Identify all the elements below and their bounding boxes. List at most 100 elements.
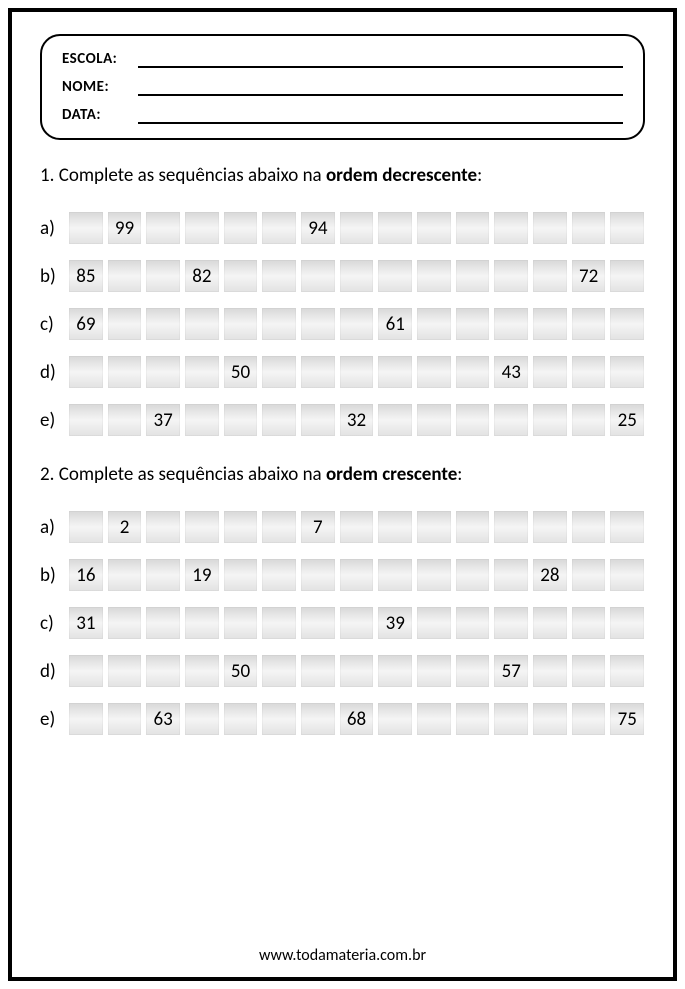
sequence-cell[interactable]	[377, 211, 413, 245]
sequence-cell[interactable]: 63	[145, 702, 181, 736]
sequence-cell[interactable]	[261, 211, 297, 245]
sequence-cell[interactable]: 2	[107, 510, 143, 544]
sequence-cell[interactable]	[184, 606, 220, 640]
sequence-cell[interactable]	[455, 355, 491, 389]
sequence-cell[interactable]	[532, 702, 568, 736]
sequence-cell[interactable]	[571, 307, 607, 341]
sequence-cell[interactable]	[609, 259, 645, 293]
sequence-cell[interactable]	[609, 307, 645, 341]
sequence-cell[interactable]	[455, 606, 491, 640]
sequence-cell[interactable]	[261, 558, 297, 592]
sequence-cell[interactable]	[107, 403, 143, 437]
sequence-cell[interactable]	[145, 558, 181, 592]
sequence-cell[interactable]	[609, 558, 645, 592]
sequence-cell[interactable]	[339, 307, 375, 341]
sequence-cell[interactable]	[300, 558, 336, 592]
sequence-cell[interactable]	[261, 259, 297, 293]
sequence-cell[interactable]: 32	[339, 403, 375, 437]
sequence-cell[interactable]	[107, 702, 143, 736]
sequence-cell[interactable]	[377, 558, 413, 592]
sequence-cell[interactable]	[416, 403, 452, 437]
sequence-cell[interactable]	[571, 211, 607, 245]
sequence-cell[interactable]: 50	[223, 654, 259, 688]
sequence-cell[interactable]: 39	[377, 606, 413, 640]
sequence-cell[interactable]	[223, 606, 259, 640]
sequence-cell[interactable]: 28	[532, 558, 568, 592]
sequence-cell[interactable]	[609, 654, 645, 688]
sequence-cell[interactable]	[532, 307, 568, 341]
sequence-cell[interactable]	[223, 307, 259, 341]
sequence-cell[interactable]	[184, 654, 220, 688]
sequence-cell[interactable]	[532, 403, 568, 437]
sequence-cell[interactable]	[416, 558, 452, 592]
sequence-cell[interactable]	[493, 702, 529, 736]
sequence-cell[interactable]	[107, 259, 143, 293]
sequence-cell[interactable]	[609, 510, 645, 544]
sequence-cell[interactable]	[571, 403, 607, 437]
sequence-cell[interactable]	[223, 403, 259, 437]
sequence-cell[interactable]	[339, 558, 375, 592]
sequence-cell[interactable]	[377, 702, 413, 736]
sequence-cell[interactable]	[107, 307, 143, 341]
sequence-cell[interactable]	[377, 510, 413, 544]
sequence-cell[interactable]	[261, 355, 297, 389]
sequence-cell[interactable]	[68, 355, 104, 389]
sequence-cell[interactable]	[416, 510, 452, 544]
sequence-cell[interactable]	[223, 259, 259, 293]
sequence-cell[interactable]	[416, 307, 452, 341]
sequence-cell[interactable]	[300, 307, 336, 341]
sequence-cell[interactable]	[571, 510, 607, 544]
sequence-cell[interactable]: 16	[68, 558, 104, 592]
sequence-cell[interactable]: 99	[107, 211, 143, 245]
sequence-cell[interactable]	[261, 606, 297, 640]
sequence-cell[interactable]: 57	[493, 654, 529, 688]
sequence-cell[interactable]	[68, 654, 104, 688]
sequence-cell[interactable]	[145, 606, 181, 640]
sequence-cell[interactable]	[339, 211, 375, 245]
sequence-cell[interactable]: 50	[223, 355, 259, 389]
sequence-cell[interactable]	[145, 654, 181, 688]
sequence-cell[interactable]	[493, 606, 529, 640]
sequence-cell[interactable]: 31	[68, 606, 104, 640]
sequence-cell[interactable]	[300, 606, 336, 640]
sequence-cell[interactable]	[107, 558, 143, 592]
sequence-cell[interactable]	[68, 510, 104, 544]
sequence-cell[interactable]	[261, 307, 297, 341]
sequence-cell[interactable]	[107, 606, 143, 640]
sequence-cell[interactable]	[532, 355, 568, 389]
sequence-cell[interactable]	[300, 702, 336, 736]
sequence-cell[interactable]: 75	[609, 702, 645, 736]
sequence-cell[interactable]: 19	[184, 558, 220, 592]
sequence-cell[interactable]	[416, 606, 452, 640]
sequence-cell[interactable]	[68, 211, 104, 245]
sequence-cell[interactable]	[571, 654, 607, 688]
sequence-cell[interactable]	[107, 654, 143, 688]
sequence-cell[interactable]	[532, 211, 568, 245]
sequence-cell[interactable]: 61	[377, 307, 413, 341]
sequence-cell[interactable]	[184, 211, 220, 245]
sequence-cell[interactable]	[455, 702, 491, 736]
sequence-cell[interactable]	[609, 355, 645, 389]
sequence-cell[interactable]	[455, 654, 491, 688]
sequence-cell[interactable]	[145, 355, 181, 389]
sequence-cell[interactable]	[455, 510, 491, 544]
sequence-cell[interactable]: 43	[493, 355, 529, 389]
sequence-cell[interactable]	[184, 403, 220, 437]
sequence-cell[interactable]	[377, 654, 413, 688]
sequence-cell[interactable]	[184, 307, 220, 341]
sequence-cell[interactable]	[416, 211, 452, 245]
sequence-cell[interactable]	[532, 259, 568, 293]
sequence-cell[interactable]	[571, 606, 607, 640]
sequence-cell[interactable]	[261, 510, 297, 544]
sequence-cell[interactable]: 69	[68, 307, 104, 341]
sequence-cell[interactable]	[145, 259, 181, 293]
sequence-cell[interactable]	[377, 259, 413, 293]
sequence-cell[interactable]	[223, 558, 259, 592]
sequence-cell[interactable]	[377, 355, 413, 389]
sequence-cell[interactable]	[261, 403, 297, 437]
sequence-cell[interactable]	[377, 403, 413, 437]
sequence-cell[interactable]	[493, 558, 529, 592]
sequence-cell[interactable]	[455, 307, 491, 341]
sequence-cell[interactable]	[145, 211, 181, 245]
sequence-cell[interactable]: 82	[184, 259, 220, 293]
